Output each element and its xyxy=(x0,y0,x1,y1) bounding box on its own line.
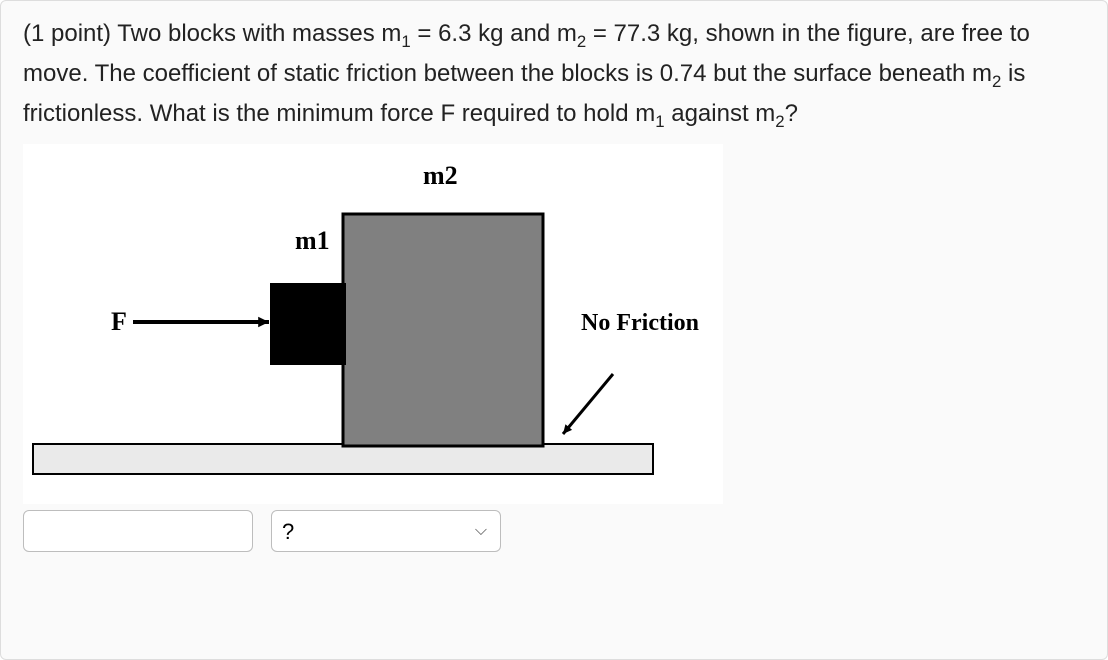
m1-value: 6.3 kg xyxy=(438,20,503,47)
problem-text: (1 point) Two blocks with masses m1 = 6.… xyxy=(23,15,1085,134)
points-label: (1 point) xyxy=(23,20,111,47)
mu-value: 0.74 xyxy=(660,60,707,87)
svg-text:No Friction: No Friction xyxy=(581,310,699,336)
sub-1: 1 xyxy=(401,32,410,51)
text-p7: against m xyxy=(665,100,776,127)
text-p2: = xyxy=(411,20,438,47)
figure-area: m2 m1 F No Friction xyxy=(23,144,723,504)
answer-input[interactable] xyxy=(23,510,253,552)
sub-2b: 2 xyxy=(992,72,1001,91)
text-p5: but the surface beneath m xyxy=(706,60,992,87)
text-p3: and m xyxy=(503,20,576,47)
sub-1b: 1 xyxy=(655,111,664,130)
svg-text:m1: m1 xyxy=(295,226,330,255)
problem-card: (1 point) Two blocks with masses m1 = 6.… xyxy=(0,0,1108,660)
unit-select[interactable]: ? xyxy=(271,510,501,552)
answer-row: ? ⌵ xyxy=(23,510,1085,552)
sub-2: 2 xyxy=(577,32,586,51)
physics-figure: m2 m1 F No Friction xyxy=(23,144,723,504)
m2-value: 77.3 kg xyxy=(614,20,693,47)
sub-2c: 2 xyxy=(775,111,784,130)
text-p1: Two blocks with masses m xyxy=(117,20,401,47)
svg-text:F: F xyxy=(111,307,127,336)
svg-text:m2: m2 xyxy=(423,161,458,190)
text-p2b: = xyxy=(586,20,613,47)
text-p8: ? xyxy=(785,100,798,127)
unit-select-wrap: ? ⌵ xyxy=(271,510,501,552)
